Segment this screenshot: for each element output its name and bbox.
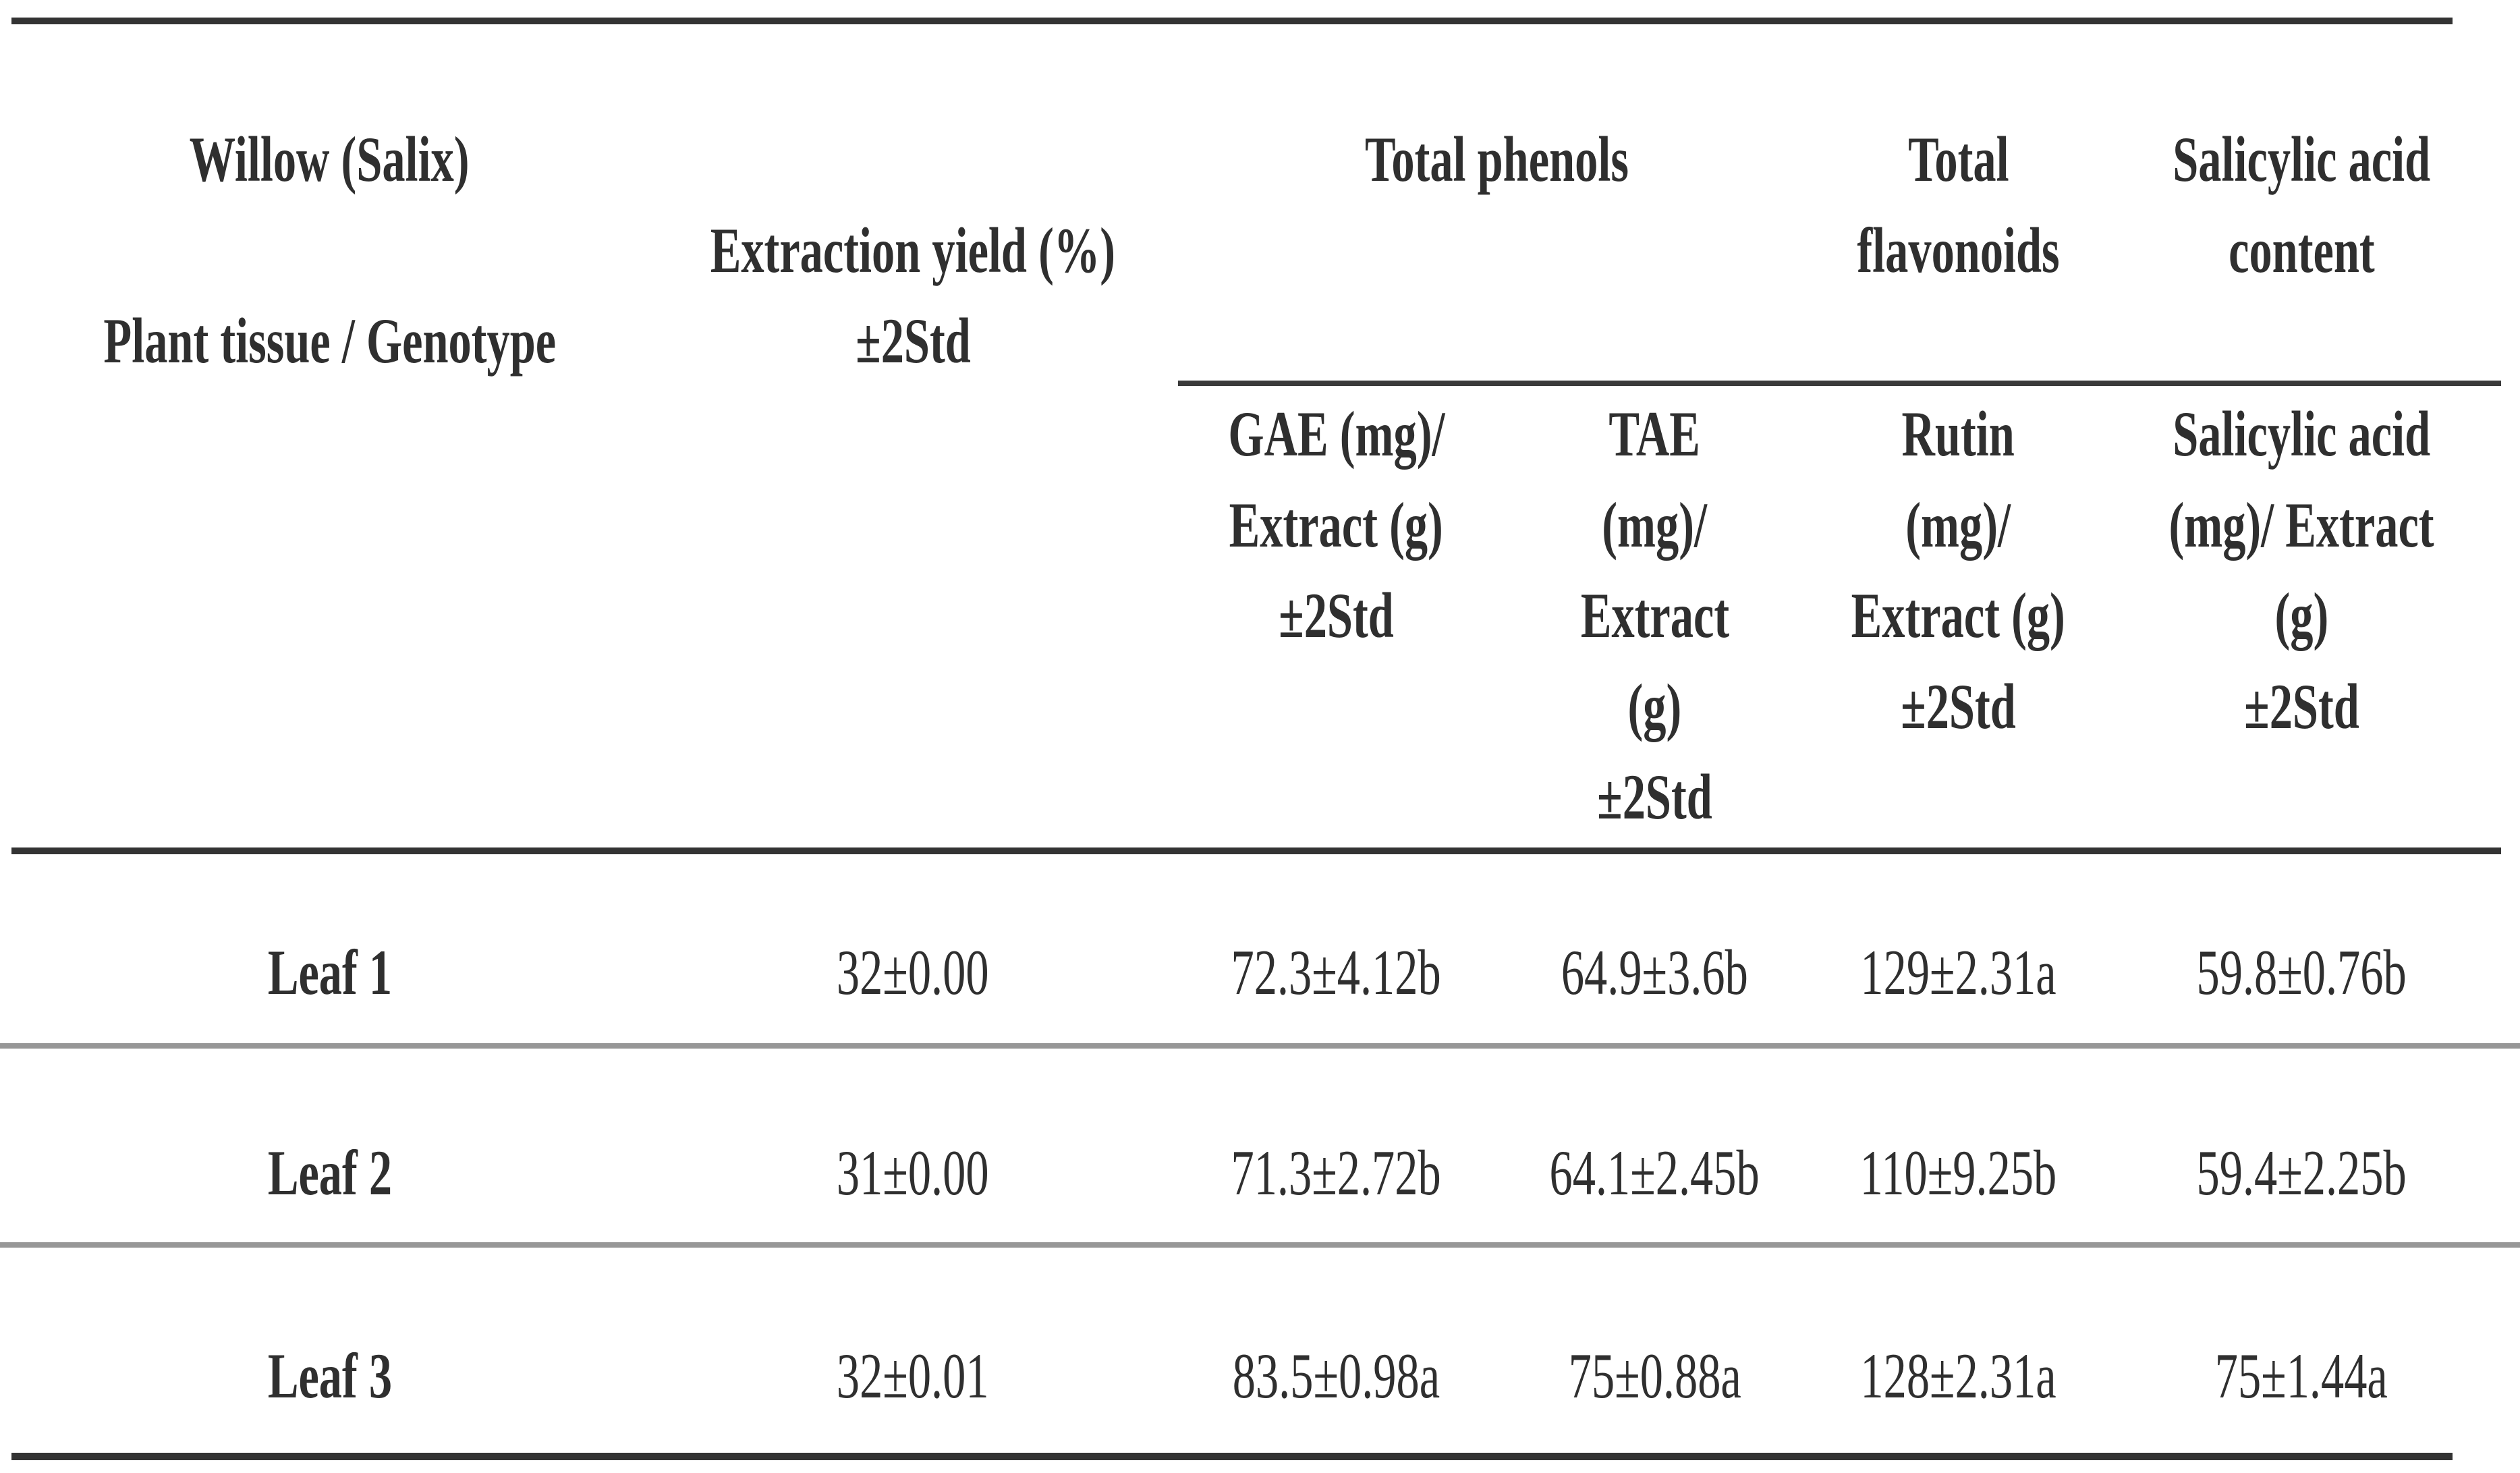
- header-extraction-yield: Extraction yield (%) ±2Std: [648, 24, 1178, 387]
- table-top-rule: [11, 18, 2453, 24]
- header-salicylic-content-line2: content: [2228, 214, 2375, 286]
- header-salicylic-acid-content: Salicylic acid content: [2102, 24, 2501, 387]
- cell-salicylic: 75±1.44a: [2102, 1248, 2501, 1453]
- subheader-tae-line1: TAE: [1608, 398, 1701, 470]
- subheader-salicylic-line2: (mg)/ Extract: [2168, 489, 2434, 561]
- value-extraction-yield: 32±0.01: [837, 1339, 989, 1412]
- cell-genotype: Leaf 1: [11, 854, 648, 1043]
- header-total-flavonoids-line1: Total: [1907, 123, 2009, 196]
- header-total-flavonoids-line2: flavonoids: [1857, 214, 2060, 286]
- header-total-flavonoids: Total flavonoids: [1815, 24, 2102, 387]
- group-header-rule: [1178, 381, 2501, 386]
- subheader-empty-stub: [11, 386, 648, 847]
- cell-extraction-yield: 32±0.01: [648, 1248, 1178, 1453]
- value-rutin: 129±2.31a: [1860, 937, 2056, 1008]
- subheader-tae-line2: (mg)/: [1602, 489, 1708, 561]
- value-tae: 64.1±2.45b: [1549, 1136, 1760, 1208]
- subheader-rutin-line3: Extract (g): [1851, 580, 2066, 652]
- subheader-gae: GAE (mg)/ Extract (g) ±2Std: [1178, 386, 1494, 847]
- cell-extraction-yield: 31±0.00: [648, 1049, 1178, 1242]
- header-extraction-yield-label: Extraction yield (%): [710, 214, 1116, 286]
- header-sub-row: GAE (mg)/ Extract (g) ±2Std TAE (mg)/ Ex…: [11, 386, 2501, 847]
- value-rutin: 128±2.31a: [1860, 1339, 2056, 1412]
- row-label: Leaf 1: [267, 937, 392, 1008]
- value-tae: 75±0.88a: [1568, 1339, 1741, 1412]
- cell-tae: 64.1±2.45b: [1494, 1049, 1815, 1242]
- header-willow-salix-label: Willow (Salix): [190, 123, 470, 196]
- value-salicylic: 75±1.44a: [2214, 1339, 2388, 1412]
- cell-gae: 83.5±0.98a: [1178, 1248, 1494, 1453]
- header-extraction-yield-std: ±2Std: [855, 305, 971, 377]
- table-bottom-rule: [11, 1453, 2453, 1460]
- subheader-salicylic-line4: ±2Std: [2243, 670, 2359, 742]
- header-total-phenols-label: Total phenols: [1364, 123, 1629, 196]
- subheader-gae-line3: ±2Std: [1279, 580, 1394, 652]
- subheader-rutin: Rutin (mg)/ Extract (g) ±2Std: [1815, 386, 2102, 847]
- value-gae: 72.3±4.12b: [1231, 937, 1442, 1008]
- row-separator-1: [0, 1043, 2520, 1049]
- cell-salicylic: 59.8±0.76b: [2102, 854, 2501, 1043]
- subheader-gae-line2: Extract (g): [1229, 489, 1444, 561]
- subheader-tae-line4: (g): [1627, 670, 1682, 742]
- header-total-phenols: Total phenols: [1178, 24, 1815, 387]
- subheader-gae-line1: GAE (mg)/: [1227, 398, 1445, 470]
- table-row-leaf-2: Leaf 2 31±0.00 71.3±2.72b 64.1±2.45b 110…: [11, 1049, 2501, 1242]
- value-gae: 83.5±0.98a: [1232, 1339, 1440, 1412]
- row-label: Leaf 2: [267, 1136, 392, 1208]
- header-salicylic-content-line1: Salicylic acid: [2173, 123, 2430, 196]
- value-salicylic: 59.8±0.76b: [2196, 937, 2407, 1008]
- cell-gae: 72.3±4.12b: [1178, 854, 1494, 1043]
- header-plant-tissue-genotype: Willow (Salix) Plant tissue / Genotype: [11, 24, 648, 387]
- cell-tae: 64.9±3.6b: [1494, 854, 1815, 1043]
- cell-rutin: 128±2.31a: [1815, 1248, 2102, 1453]
- cell-salicylic: 59.4±2.25b: [2102, 1049, 2501, 1242]
- subheader-empty-extraction: [648, 386, 1178, 847]
- subheader-salicylic-line1: Salicylic acid: [2173, 398, 2430, 470]
- table-row-leaf-3: Leaf 3 32±0.01 83.5±0.98a 75±0.88a 128±2…: [11, 1248, 2501, 1453]
- cell-genotype: Leaf 3: [11, 1248, 648, 1453]
- cell-genotype: Leaf 2: [11, 1049, 648, 1242]
- cell-gae: 71.3±2.72b: [1178, 1049, 1494, 1242]
- row-separator-2: [0, 1242, 2520, 1248]
- subheader-rutin-line4: ±2Std: [1901, 670, 2016, 742]
- subheader-salicylic-line3: (g): [2274, 580, 2328, 652]
- header-bottom-rule: [11, 847, 2501, 854]
- cell-rutin: 110±9.25b: [1815, 1049, 2102, 1242]
- cell-extraction-yield: 32±0.00: [648, 854, 1178, 1043]
- header-plant-tissue-label: Plant tissue / Genotype: [103, 305, 556, 377]
- cell-rutin: 129±2.31a: [1815, 854, 2102, 1043]
- value-extraction-yield: 32±0.00: [837, 937, 989, 1008]
- value-rutin: 110±9.25b: [1859, 1136, 2057, 1208]
- subheader-tae: TAE (mg)/ Extract (g) ±2Std: [1494, 386, 1815, 847]
- subheader-rutin-line2: (mg)/: [1905, 489, 2011, 561]
- row-label: Leaf 3: [267, 1339, 392, 1412]
- value-extraction-yield: 31±0.00: [837, 1136, 989, 1208]
- header-group-row: Willow (Salix) Plant tissue / Genotype E…: [11, 24, 2501, 381]
- table-row-leaf-1: Leaf 1 32±0.00 72.3±4.12b 64.9±3.6b 129±…: [11, 854, 2501, 1043]
- subheader-rutin-line1: Rutin: [1901, 398, 2015, 470]
- value-salicylic: 59.4±2.25b: [2196, 1136, 2407, 1208]
- subheader-tae-line3: Extract: [1580, 580, 1729, 652]
- value-gae: 71.3±2.72b: [1231, 1136, 1442, 1208]
- value-tae: 64.9±3.6b: [1561, 937, 1748, 1008]
- subheader-salicylic: Salicylic acid (mg)/ Extract (g) ±2Std: [2102, 386, 2501, 847]
- cell-tae: 75±0.88a: [1494, 1248, 1815, 1453]
- subheader-tae-line5: ±2Std: [1597, 761, 1712, 833]
